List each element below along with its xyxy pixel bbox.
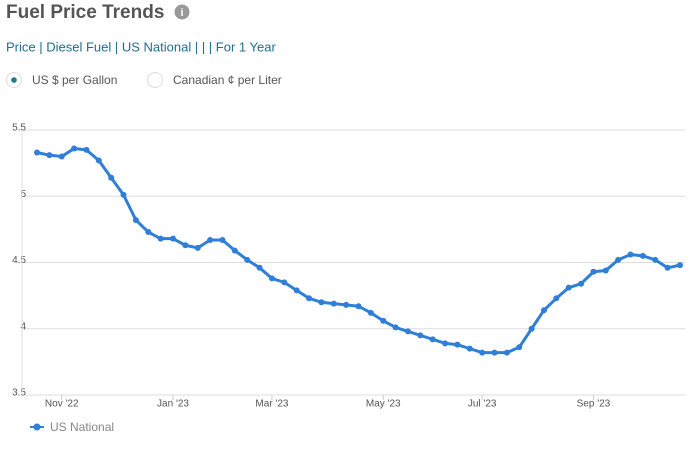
data-point bbox=[343, 301, 350, 308]
data-point bbox=[306, 295, 313, 302]
data-point bbox=[466, 345, 473, 352]
data-point bbox=[71, 145, 78, 152]
data-point bbox=[380, 317, 387, 324]
data-point bbox=[590, 268, 597, 275]
breadcrumb[interactable]: Price | Diesel Fuel | US National | | | … bbox=[6, 39, 276, 54]
data-point bbox=[442, 340, 449, 347]
data-point bbox=[231, 247, 238, 254]
data-point bbox=[120, 191, 127, 198]
data-point bbox=[46, 152, 53, 159]
x-tick-label: Jul '23 bbox=[468, 399, 497, 410]
radio-label[interactable]: US $ per Gallon bbox=[32, 73, 117, 87]
page-title: Fuel Price Trends bbox=[6, 2, 164, 23]
x-tick-label: Sep '23 bbox=[577, 399, 611, 410]
data-point bbox=[355, 303, 362, 310]
data-point bbox=[404, 328, 411, 335]
data-point bbox=[664, 264, 671, 271]
data-point bbox=[540, 307, 547, 314]
data-point bbox=[553, 295, 560, 302]
data-point bbox=[392, 324, 399, 331]
x-tick-label: Mar '23 bbox=[255, 399, 288, 410]
x-tick-label: Jan '23 bbox=[157, 399, 189, 410]
data-point bbox=[244, 256, 251, 263]
data-point bbox=[34, 149, 40, 156]
data-point bbox=[157, 235, 164, 242]
radio-button[interactable] bbox=[147, 72, 163, 88]
radio-label[interactable]: Canadian ¢ per Liter bbox=[173, 73, 282, 87]
y-tick-label: 5 bbox=[20, 189, 26, 200]
data-point bbox=[454, 341, 461, 348]
data-point bbox=[281, 279, 288, 286]
data-point bbox=[194, 244, 201, 251]
svg-text:i: i bbox=[180, 7, 183, 19]
data-point bbox=[565, 284, 572, 291]
data-point bbox=[528, 325, 535, 332]
data-point bbox=[83, 146, 90, 153]
data-point bbox=[639, 252, 646, 259]
y-tick-label: 4.5 bbox=[12, 255, 26, 266]
data-point bbox=[516, 344, 523, 351]
data-point bbox=[145, 229, 152, 236]
legend-label[interactable]: US National bbox=[50, 420, 114, 434]
x-tick-label: Nov '22 bbox=[45, 399, 79, 410]
data-point bbox=[207, 236, 214, 243]
data-point bbox=[429, 336, 436, 343]
data-point bbox=[578, 280, 585, 287]
radio-dot bbox=[11, 77, 17, 83]
data-point bbox=[293, 287, 300, 294]
y-tick-label: 3.5 bbox=[12, 388, 26, 399]
data-point bbox=[132, 217, 139, 224]
data-point bbox=[268, 275, 275, 282]
data-point bbox=[479, 349, 486, 356]
data-point bbox=[491, 349, 498, 356]
data-point bbox=[330, 300, 337, 307]
info-icon[interactable]: i bbox=[174, 4, 190, 20]
data-point bbox=[503, 349, 510, 356]
data-point bbox=[652, 256, 659, 263]
data-point bbox=[367, 309, 374, 316]
data-point bbox=[182, 242, 189, 249]
series-line bbox=[36, 147, 681, 355]
data-point bbox=[615, 256, 622, 263]
data-point bbox=[95, 157, 102, 164]
data-point bbox=[627, 251, 634, 258]
data-point bbox=[219, 236, 226, 243]
x-tick-label: May '23 bbox=[366, 399, 401, 410]
data-point bbox=[318, 299, 325, 306]
data-point bbox=[417, 332, 424, 339]
data-point bbox=[256, 264, 263, 271]
data-point bbox=[108, 174, 115, 181]
data-point bbox=[677, 262, 683, 269]
data-point bbox=[58, 153, 65, 160]
data-point bbox=[602, 267, 609, 274]
y-tick-label: 4 bbox=[20, 321, 26, 332]
y-tick-label: 5.5 bbox=[12, 123, 26, 134]
data-point bbox=[170, 235, 177, 242]
legend-symbol bbox=[33, 423, 41, 431]
